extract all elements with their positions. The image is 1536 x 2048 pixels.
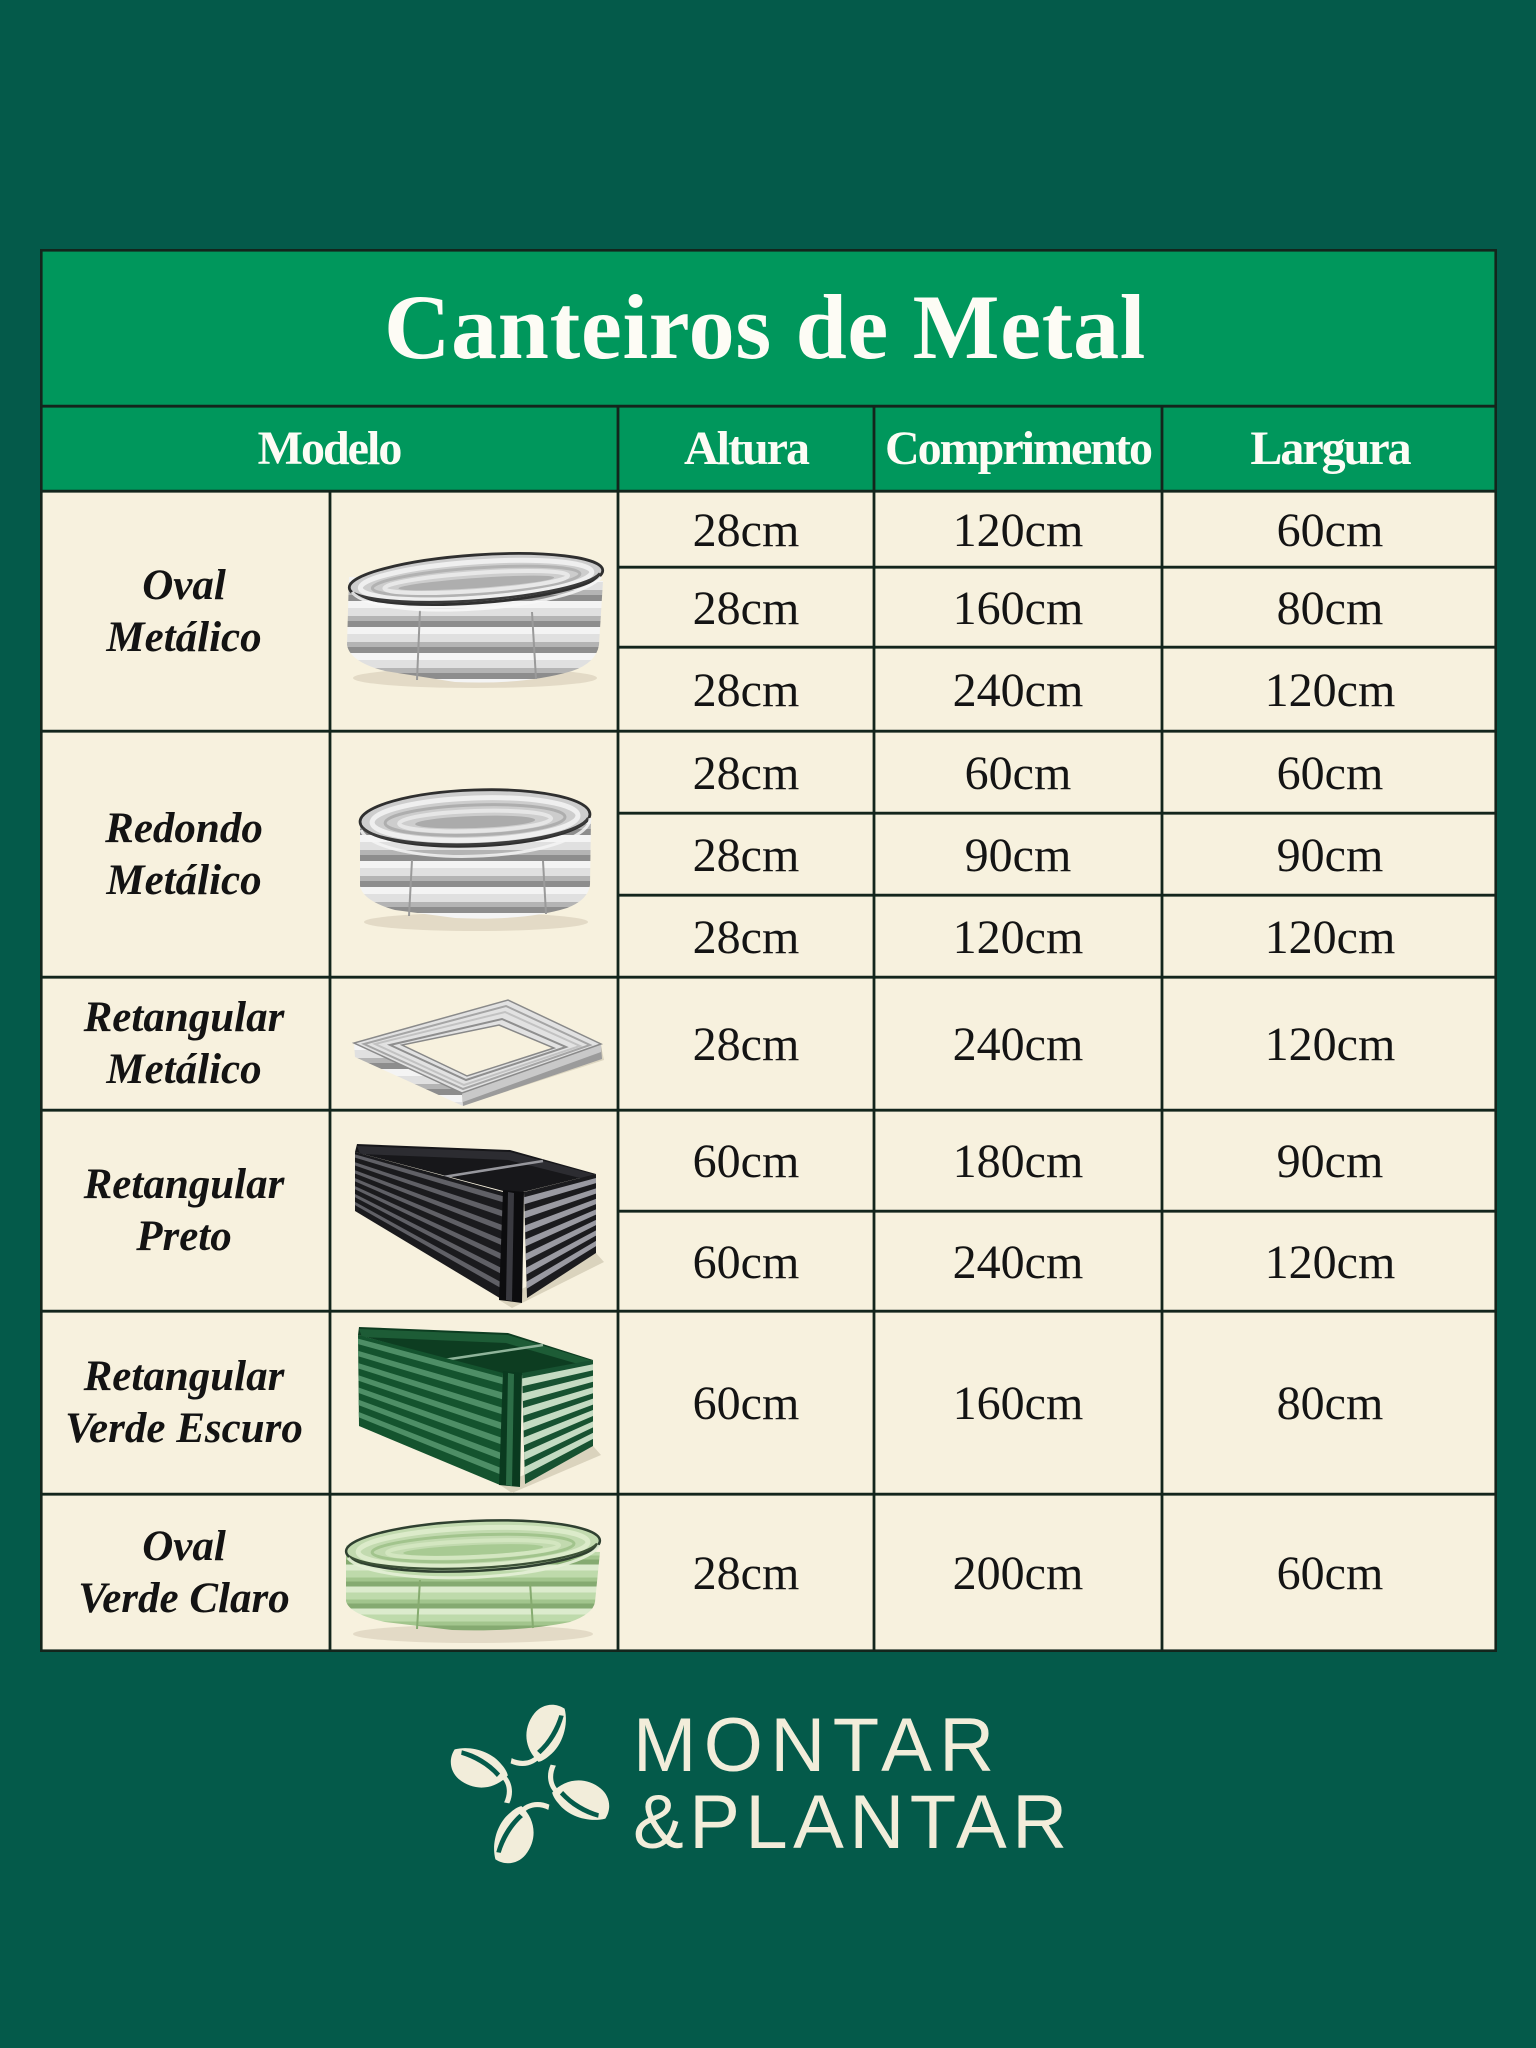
- svg-text:28cm: 28cm: [693, 582, 800, 635]
- svg-text:Retangular: Retangular: [83, 994, 286, 1041]
- svg-text:28cm: 28cm: [693, 911, 800, 964]
- svg-text:240cm: 240cm: [953, 1236, 1084, 1289]
- svg-text:MONTAR: MONTAR: [633, 1703, 1002, 1788]
- svg-text:90cm: 90cm: [1277, 829, 1384, 882]
- svg-text:Retangular: Retangular: [83, 1161, 286, 1208]
- svg-text:60cm: 60cm: [965, 747, 1072, 800]
- svg-text:60cm: 60cm: [1277, 747, 1384, 800]
- svg-text:Metálico: Metálico: [105, 1046, 261, 1093]
- svg-text:Altura: Altura: [684, 422, 810, 475]
- svg-text:120cm: 120cm: [1265, 911, 1396, 964]
- svg-text:60cm: 60cm: [693, 1377, 800, 1430]
- svg-text:Redondo: Redondo: [104, 805, 263, 852]
- svg-text:Preto: Preto: [135, 1213, 232, 1260]
- svg-text:80cm: 80cm: [1277, 1377, 1384, 1430]
- svg-text:120cm: 120cm: [1265, 1018, 1396, 1071]
- svg-text:28cm: 28cm: [693, 504, 800, 557]
- svg-text:Modelo: Modelo: [258, 422, 402, 475]
- svg-text:Metálico: Metálico: [105, 857, 261, 904]
- svg-text:Oval: Oval: [142, 562, 226, 609]
- svg-text:60cm: 60cm: [693, 1236, 800, 1289]
- svg-text:180cm: 180cm: [953, 1135, 1084, 1188]
- svg-text:Retangular: Retangular: [83, 1353, 286, 1400]
- svg-text:28cm: 28cm: [693, 1018, 800, 1071]
- svg-text:28cm: 28cm: [693, 829, 800, 882]
- svg-text:Canteiros de Metal: Canteiros de Metal: [384, 276, 1146, 378]
- svg-text:160cm: 160cm: [953, 1377, 1084, 1430]
- svg-text:120cm: 120cm: [1265, 1236, 1396, 1289]
- svg-text:28cm: 28cm: [693, 1547, 800, 1600]
- svg-text:240cm: 240cm: [953, 1018, 1084, 1071]
- svg-text:80cm: 80cm: [1277, 582, 1384, 635]
- svg-text:90cm: 90cm: [965, 829, 1072, 882]
- svg-text:Comprimento: Comprimento: [885, 422, 1152, 475]
- svg-text:Oval: Oval: [142, 1523, 226, 1570]
- svg-text:Verde Escuro: Verde Escuro: [65, 1405, 303, 1452]
- svg-text:Metálico: Metálico: [105, 614, 261, 661]
- svg-text:60cm: 60cm: [1277, 1547, 1384, 1600]
- svg-text:120cm: 120cm: [1265, 664, 1396, 717]
- svg-text:28cm: 28cm: [693, 747, 800, 800]
- svg-text:90cm: 90cm: [1277, 1135, 1384, 1188]
- svg-text:Verde Claro: Verde Claro: [78, 1575, 289, 1622]
- svg-text:200cm: 200cm: [953, 1547, 1084, 1600]
- svg-text:&PLANTAR: &PLANTAR: [633, 1780, 1073, 1865]
- svg-text:60cm: 60cm: [693, 1135, 800, 1188]
- svg-text:120cm: 120cm: [953, 504, 1084, 557]
- svg-text:240cm: 240cm: [953, 664, 1084, 717]
- svg-text:160cm: 160cm: [953, 582, 1084, 635]
- svg-text:Largura: Largura: [1250, 422, 1411, 475]
- svg-text:28cm: 28cm: [693, 664, 800, 717]
- svg-text:60cm: 60cm: [1277, 504, 1384, 557]
- svg-text:120cm: 120cm: [953, 911, 1084, 964]
